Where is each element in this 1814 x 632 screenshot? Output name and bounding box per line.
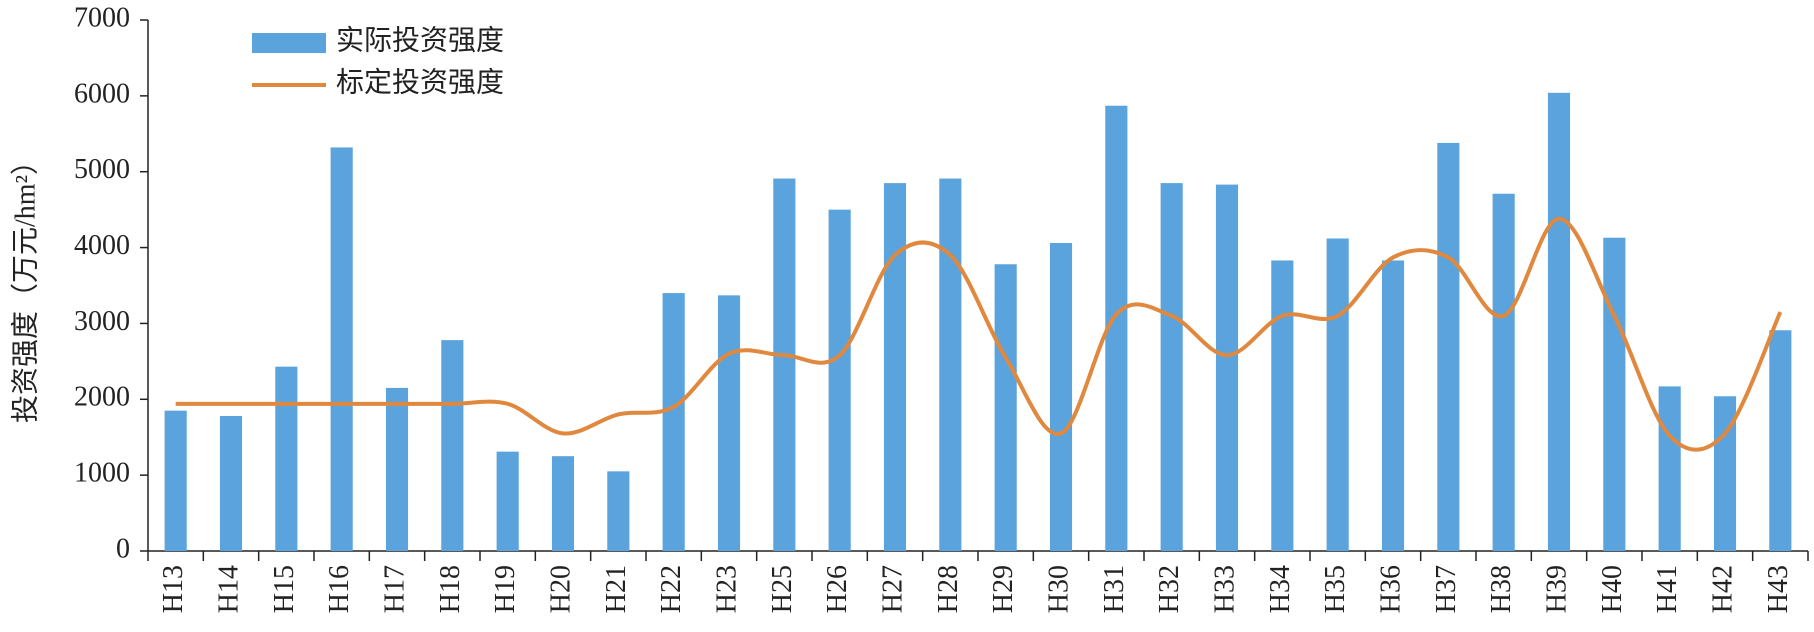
bar xyxy=(1049,243,1073,551)
x-tick-label: H13 xyxy=(158,565,189,613)
bar xyxy=(275,366,298,551)
x-tick-label: H21 xyxy=(601,565,632,613)
x-tick-label: H37 xyxy=(1431,565,1462,613)
x-tick-label: H30 xyxy=(1043,565,1074,613)
bar xyxy=(1713,396,1737,551)
x-tick-label: H25 xyxy=(767,565,798,613)
x-tick-label: H33 xyxy=(1209,565,1240,613)
legend-swatch xyxy=(252,33,326,53)
bar xyxy=(385,387,409,551)
bar xyxy=(773,178,796,551)
x-tick-label: H19 xyxy=(490,565,521,613)
y-tick-label: 1000 xyxy=(74,458,130,489)
x-tick-label: H18 xyxy=(435,565,466,613)
x-tick-label: H34 xyxy=(1265,565,1296,613)
x-tick-label: H43 xyxy=(1763,565,1794,613)
bar xyxy=(330,147,353,551)
bar xyxy=(607,471,630,551)
bar xyxy=(1381,260,1405,551)
bar xyxy=(939,178,962,551)
bar xyxy=(1160,183,1183,552)
bar xyxy=(1326,238,1349,551)
bar xyxy=(219,415,243,551)
x-tick-label: H26 xyxy=(822,565,853,613)
bar xyxy=(1437,142,1460,552)
x-tick-label: H23 xyxy=(711,565,742,613)
bar xyxy=(828,209,851,551)
y-tick-label: 3000 xyxy=(74,306,130,337)
x-tick-label: H20 xyxy=(545,565,576,613)
bar xyxy=(883,183,907,552)
bar xyxy=(496,451,519,551)
bar xyxy=(1105,105,1128,552)
x-tick-label: H29 xyxy=(988,565,1019,613)
y-tick-label: 0 xyxy=(116,533,130,564)
legend-label: 实际投资强度 xyxy=(336,24,504,56)
x-tick-label: H22 xyxy=(656,565,687,613)
bar xyxy=(1547,92,1571,551)
bar xyxy=(1271,260,1294,551)
x-tick-label: H16 xyxy=(324,565,355,613)
bar xyxy=(1215,184,1239,552)
bar xyxy=(1769,330,1792,551)
x-tick-label: H40 xyxy=(1597,565,1628,613)
y-tick-label: 4000 xyxy=(74,230,130,261)
x-tick-label: H42 xyxy=(1707,565,1738,613)
bar xyxy=(1658,386,1681,551)
y-tick-label: 5000 xyxy=(74,154,130,185)
line xyxy=(175,216,1783,452)
bar xyxy=(662,293,685,551)
bar xyxy=(717,295,741,551)
bar xyxy=(1603,237,1626,551)
bar xyxy=(164,410,187,551)
y-tick-label: 7000 xyxy=(74,2,130,33)
x-tick-label: H32 xyxy=(1154,565,1185,613)
x-tick-label: H17 xyxy=(379,565,410,613)
bar xyxy=(1492,193,1515,551)
x-tick-label: H39 xyxy=(1541,565,1572,613)
legend-label: 标定投资强度 xyxy=(336,66,504,98)
x-tick-label: H41 xyxy=(1652,565,1683,613)
x-tick-label: H15 xyxy=(269,565,300,613)
x-tick-label: H31 xyxy=(1099,565,1130,613)
x-tick-label: H14 xyxy=(213,565,244,613)
y-tick-label: 2000 xyxy=(74,382,130,413)
x-tick-label: H38 xyxy=(1486,565,1517,613)
x-tick-label: H27 xyxy=(877,565,908,613)
bar xyxy=(441,340,464,551)
bar xyxy=(994,264,1017,551)
y-axis-title: 投资强度（万元/hm²） xyxy=(9,147,41,423)
x-tick-label: H35 xyxy=(1320,565,1351,613)
x-tick-label: H36 xyxy=(1375,565,1406,613)
bar xyxy=(551,456,575,551)
x-tick-label: H28 xyxy=(933,565,964,613)
y-tick-label: 6000 xyxy=(74,78,130,109)
